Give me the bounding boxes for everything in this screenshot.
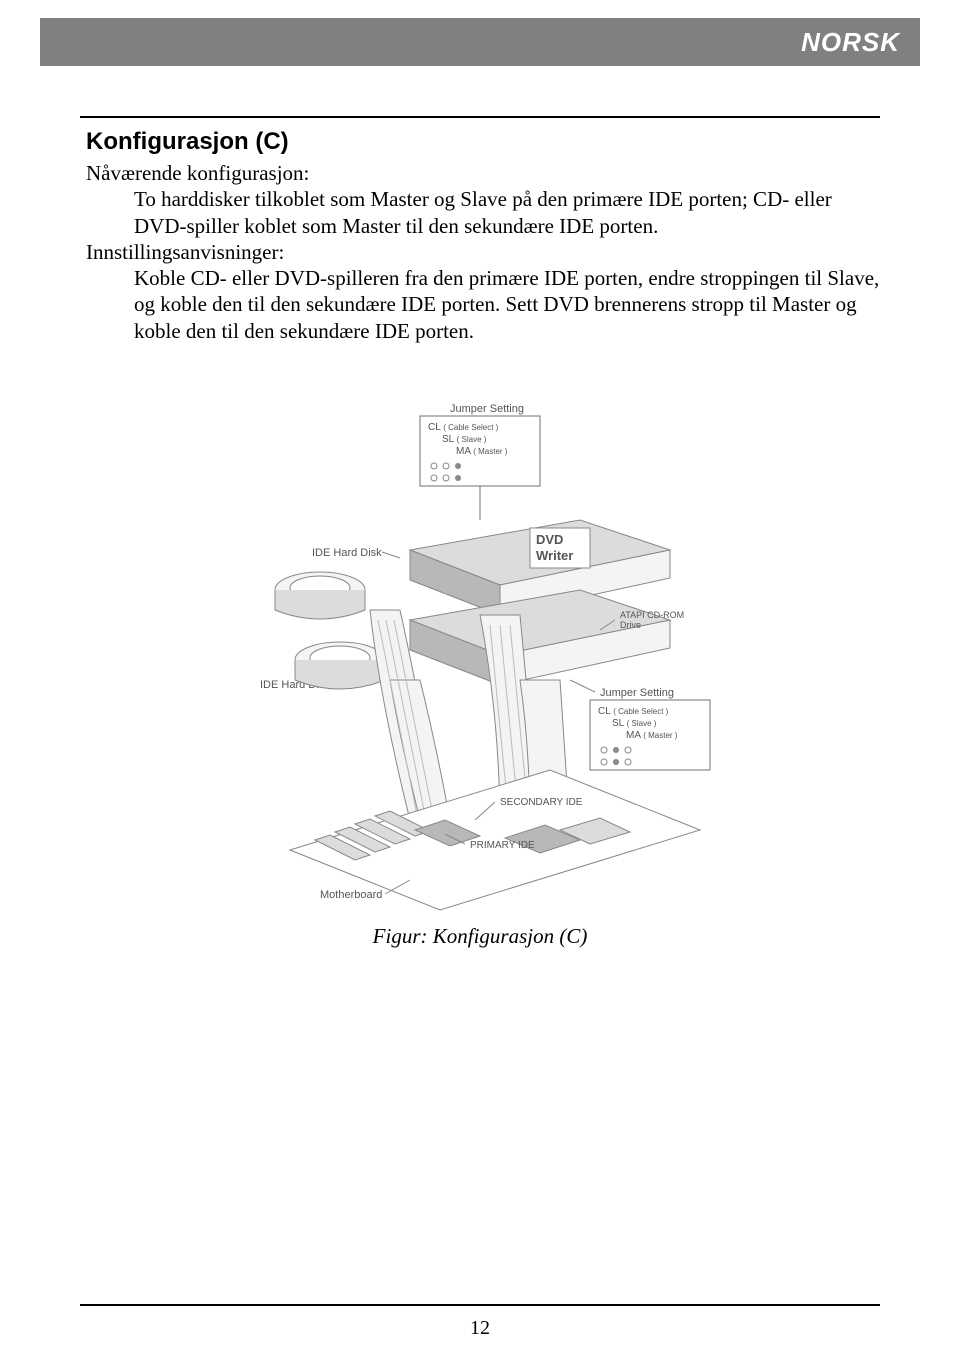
dvd-writer-label-2: Writer: [536, 548, 573, 563]
svg-text:SL ( Slave ): SL ( Slave ): [442, 434, 487, 445]
motherboard-label: Motherboard: [320, 889, 382, 901]
ma-label: MA: [456, 446, 471, 457]
secondary-ide-label: SECONDARY IDE: [500, 797, 583, 808]
section-title: Konfigurasjon (C): [86, 128, 880, 156]
language-label: NORSK: [801, 27, 900, 58]
instructions-label: Innstillingsanvisninger:: [86, 239, 880, 265]
dvd-writer-label: DVD: [536, 532, 563, 547]
figure-area: Jumper Setting CL ( Cable Select ) SL ( …: [0, 400, 960, 949]
svg-text:MA ( Master ): MA ( Master ): [626, 730, 678, 741]
ma-desc-2: ( Master ): [643, 731, 678, 740]
page-number: 12: [0, 1317, 960, 1340]
cl-desc-2: ( Cable Select ): [613, 707, 668, 716]
jumper-setting-label-top: Jumper Setting: [450, 403, 524, 415]
current-config-label: Nåværende konfigurasjon:: [86, 160, 880, 186]
primary-ide-label: PRIMARY IDE: [470, 840, 535, 851]
sl-desc: ( Slave ): [457, 435, 487, 444]
top-rule: [80, 116, 880, 118]
jumper-setting-label-right: Jumper Setting: [600, 687, 674, 699]
figure-caption: Figur: Konfigurasjon (C): [373, 924, 588, 949]
svg-text:SL ( Slave ): SL ( Slave ): [612, 718, 657, 729]
instructions-text: Koble CD- eller DVD-spilleren fra den pr…: [134, 265, 880, 344]
sl-desc-2: ( Slave ): [627, 719, 657, 728]
ma-desc: ( Master ): [473, 447, 508, 456]
configuration-diagram: Jumper Setting CL ( Cable Select ) SL ( …: [220, 400, 740, 920]
cl-label: CL: [428, 422, 441, 433]
ide-hard-disk-label-1: IDE Hard Disk: [312, 547, 382, 559]
svg-text:CL ( Cable Select ): CL ( Cable Select ): [598, 706, 669, 717]
cl-desc: ( Cable Select ): [443, 423, 498, 432]
sl-label: SL: [442, 434, 455, 445]
atapi-cdrom-label-2: Drive: [620, 620, 641, 630]
ma-label-2: MA: [626, 730, 641, 741]
content-block: Konfigurasjon (C) Nåværende konfigurasjo…: [86, 128, 880, 344]
header-bar: NORSK: [40, 18, 920, 66]
svg-text:CL ( Cable Select ): CL ( Cable Select ): [428, 422, 499, 433]
current-config-text: To harddisker tilkoblet som Master og Sl…: [134, 186, 880, 239]
svg-text:MA ( Master ): MA ( Master ): [456, 446, 508, 457]
hdd-bottom: [295, 642, 385, 689]
hdd-top: [275, 572, 365, 619]
cl-label-2: CL: [598, 706, 611, 717]
atapi-cdrom-label: ATAPI CD-ROM: [620, 610, 684, 620]
sl-label-2: SL: [612, 718, 625, 729]
bottom-rule: [80, 1304, 880, 1306]
atapi-cdrom-drive: [410, 590, 670, 685]
